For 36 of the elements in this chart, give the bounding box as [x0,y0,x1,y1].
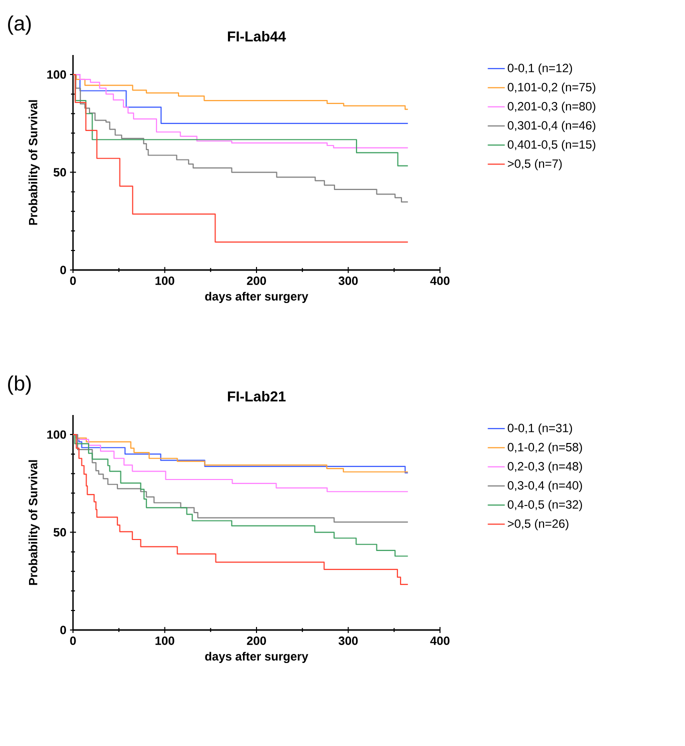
legend-label: >0,5 (n=26) [508,519,568,530]
y-axis-title: Probability of Survival [28,100,40,225]
legend-label: 0,4-0,5 (n=32) [508,500,582,512]
legend-label: 0-0,1 (n=12) [508,63,572,75]
y-tick-label: 50 [54,168,66,176]
x-tick-label: 200 [246,636,266,645]
chart-title: FI-Lab21 [228,390,286,402]
x-tick-label: 100 [156,636,174,645]
y-tick-label: 0 [60,626,66,634]
x-tick-label: 0 [70,636,76,645]
x-axis-title: days after surgery [205,652,308,664]
y-tick-label: 50 [54,528,66,536]
y-tick-label: 100 [47,70,66,79]
legend-label: 0,2-0,3 (n=48) [508,462,582,473]
legend-label: 0,1-0,2 (n=58) [508,442,582,454]
x-tick-label: 200 [246,276,266,285]
legend-label: 0,101-0,2 (n=75) [508,82,596,94]
y-tick-label: 0 [60,266,66,274]
legend-label: 0-0,1 (n=31) [508,423,572,435]
y-axis-title: Probability of Survival [28,460,40,585]
text: (a) [8,16,31,35]
x-tick-label: 100 [156,276,174,285]
chart-title: FI-Lab44 [228,30,286,42]
text: (b) [8,376,31,395]
x-tick-label: 300 [338,636,358,645]
legend-label: 0,201-0,3 (n=80) [508,102,596,113]
legend-label: 0,401-0,5 (n=15) [508,140,596,152]
legend-label: 0,301-0,4 (n=46) [508,120,596,132]
x-tick-label: 400 [430,636,450,645]
x-axis-title: days after surgery [205,292,308,304]
x-tick-label: 300 [338,276,358,285]
legend-label: 0,3-0,4 (n=40) [508,480,582,492]
x-tick-label: 400 [430,276,450,285]
legend-label: >0,5 (n=7) [508,159,562,170]
x-tick-label: 0 [70,276,76,285]
y-tick-label: 100 [47,430,66,439]
